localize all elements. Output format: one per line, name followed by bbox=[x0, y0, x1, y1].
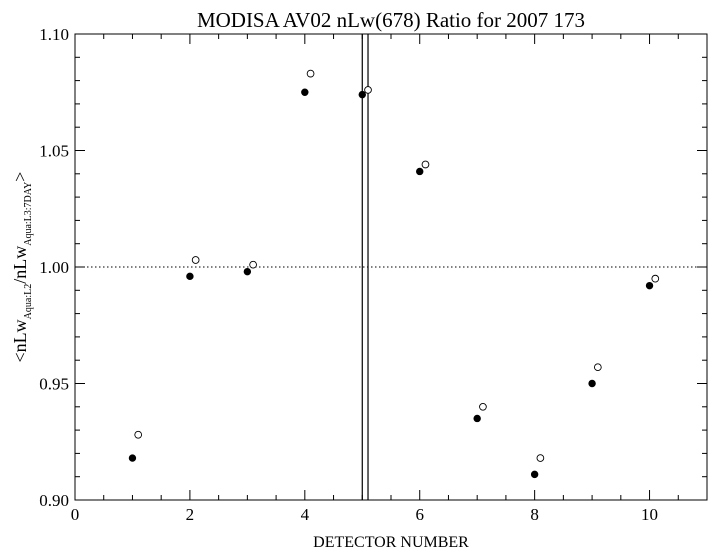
data-point-open bbox=[479, 402, 487, 411]
y-label-mid: /nLw bbox=[10, 246, 30, 284]
y-tick-label: 1.10 bbox=[39, 25, 69, 44]
data-point-open bbox=[593, 363, 602, 372]
series-layer bbox=[128, 69, 660, 479]
data-point-filled bbox=[186, 272, 194, 281]
chart-title: MODISA AV02 nLw(678) Ratio for 2007 173 bbox=[197, 8, 585, 32]
data-point-open bbox=[651, 274, 660, 283]
series-1 bbox=[128, 88, 654, 479]
data-point-open bbox=[191, 256, 200, 264]
data-point-open bbox=[364, 86, 372, 94]
y-label-sub1: Aqua:L2 bbox=[23, 284, 34, 320]
data-point-filled bbox=[530, 470, 539, 479]
y-label-open: <nLw bbox=[10, 319, 30, 362]
x-tick-label: 10 bbox=[641, 505, 658, 524]
x-tick-label: 6 bbox=[415, 505, 424, 524]
y-axis-label: <nLwAqua:L2/nLwAqua:L3:7DAY> bbox=[10, 172, 34, 363]
y-axis-ticks bbox=[75, 33, 707, 501]
x-tick-label: 8 bbox=[530, 505, 539, 524]
data-point-open bbox=[306, 69, 315, 78]
data-point-filled bbox=[301, 88, 309, 96]
y-label-close: > bbox=[10, 172, 30, 182]
data-point-filled bbox=[358, 90, 366, 99]
vertical-lines bbox=[361, 34, 369, 500]
data-point-filled bbox=[588, 379, 596, 388]
y-axis-tick-labels: 0.90 0.95 1.00 1.05 1.10 bbox=[39, 25, 69, 510]
data-point-filled bbox=[416, 167, 424, 176]
y-tick-label: 0.95 bbox=[39, 375, 69, 394]
data-point-open bbox=[421, 160, 430, 169]
y-tick-label: 1.05 bbox=[39, 142, 69, 161]
plot-area bbox=[74, 33, 708, 501]
data-point-open bbox=[536, 454, 545, 462]
x-tick-label: 2 bbox=[186, 505, 195, 524]
data-point-open bbox=[134, 430, 143, 439]
data-point-open bbox=[249, 260, 257, 269]
y-tick-label: 1.00 bbox=[39, 258, 69, 277]
x-tick-label: 4 bbox=[301, 505, 310, 524]
x-axis-tick-labels: 0 2 4 6 8 10 bbox=[71, 505, 658, 524]
data-point-filled bbox=[473, 414, 481, 423]
x-axis-label: DETECTOR NUMBER bbox=[313, 534, 469, 551]
series-2 bbox=[134, 69, 660, 462]
data-point-filled bbox=[128, 454, 137, 462]
y-label-sub2: Aqua:L3:7DAY bbox=[23, 182, 34, 246]
data-point-filled bbox=[243, 267, 252, 276]
x-tick-label: 0 bbox=[71, 505, 80, 524]
y-tick-label: 0.90 bbox=[39, 491, 69, 510]
x-axis-ticks bbox=[74, 34, 708, 500]
data-point-filled bbox=[645, 281, 654, 290]
